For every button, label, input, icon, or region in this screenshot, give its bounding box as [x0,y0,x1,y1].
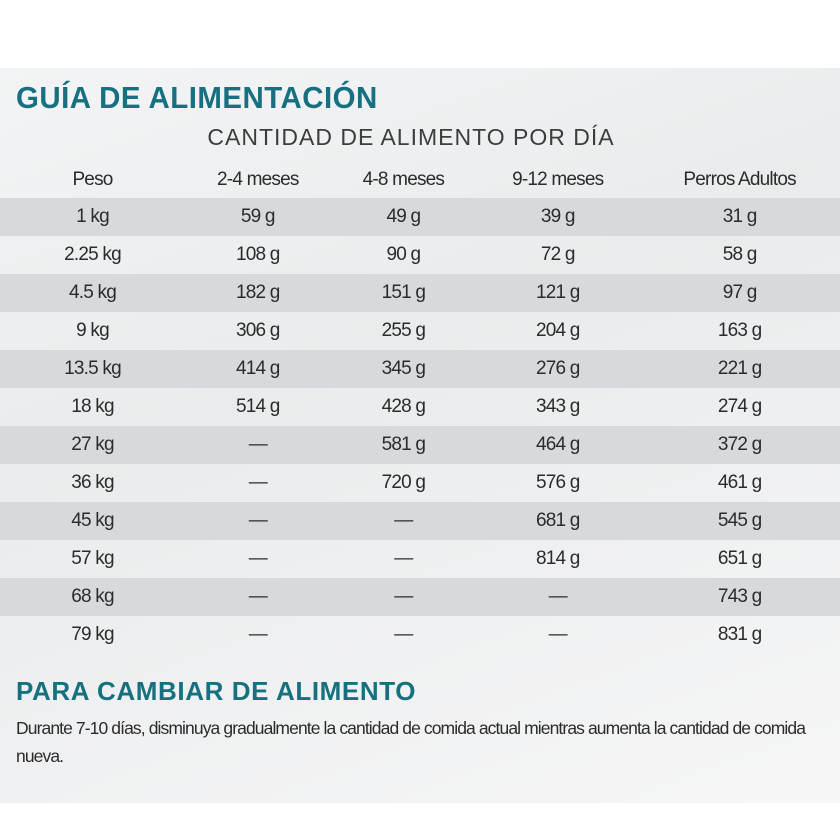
table-row: 45 kg — —681 g 545 g [0,502,840,540]
table-cell: 58 g [722,244,758,265]
table-cell: 9 kg [76,320,110,341]
table-row: 1 kg 59 g 49 g 39 g 31 g [0,198,840,236]
table-row: 18 kg 514 g 428 g 343 g 274 g [0,388,840,426]
table-cell: 576 g [535,472,580,493]
table-cell: 79 kg [71,624,114,645]
table-row: 68 kg — — —743 g [0,578,840,616]
table-cell: 72 g [540,244,576,265]
table-cell: — [185,426,331,464]
table-cell: 163 g [717,320,762,341]
table-cell: 90 g [386,244,422,265]
column-header: 2-4 meses [217,169,299,190]
column-header: 9-12 meses [512,169,604,190]
table-cell: 45 kg [0,502,185,540]
table-cell: 36 kg [71,472,114,493]
table-cell: 27 kg [0,426,185,464]
section-title: PARA CAMBIAR DE ALIMENTO [16,676,417,706]
table-cell: 121 g [476,274,640,312]
table-row: 27 kg —581 g 464 g 372 g [0,426,840,464]
table-cell: 31 g [639,198,840,236]
table-cell: 68 kg [0,578,185,616]
table-cell: — [330,578,477,616]
table-row: 57 kg — — 814 g 651 g [0,540,840,578]
table-cell: 13.5 kg [0,350,185,388]
table-row: 2.25 kg 108 g 90 g 72 g 58 g [0,236,840,274]
table-cell: 221 g [639,350,840,388]
table-cell: — [394,624,413,645]
table-cell: 1 kg [0,198,185,236]
column-header: Perros Adultos [683,169,796,190]
table-cell: 581 g [330,426,477,464]
table-cell: 2.25 kg [64,244,122,265]
table-cell: 464 g [476,426,640,464]
table-cell: 18 kg [71,396,114,417]
table-cell: 343 g [535,396,580,417]
table-cell: 514 g [236,396,280,417]
table-header-row: Peso 2-4 meses 4-8 meses 9-12 meses Perros A… [0,162,840,198]
column-header: 4-8 meses [362,169,445,190]
table-cell: 204 g [535,320,580,341]
table-row: 4.5 kg 182 g 151 g 121 g 97 g [0,274,840,312]
table-cell: 49 g [330,198,477,236]
table-cell: — [248,472,268,493]
table-cell: 545 g [639,502,840,540]
table-cell: 814 g [535,548,580,569]
table-cell: 651 g [717,548,762,569]
table-cell: — [185,502,331,540]
table-row: 9 kg 306 g 255 g 204 g 163 g [0,312,840,350]
table-cell: 720 g [381,472,426,493]
table-cell: 306 g [236,320,280,341]
table-cell: 831 g [717,624,762,645]
table-cell: — [248,548,268,569]
table-cell: 274 g [717,396,762,417]
table-cell: — [248,624,268,645]
feeding-table: Peso 2-4 meses 4-8 meses 9-12 meses Perros A… [0,162,840,654]
table-cell: 414 g [185,350,331,388]
table-cell: 428 g [381,396,426,417]
table-subtitle: CANTIDAD DE ALIMENTO POR DÍA [207,124,615,150]
table-cell: — [548,624,568,645]
table-cell: 151 g [330,274,477,312]
table-cell: 461 g [717,472,762,493]
page-title: GUÍA DE ALIMENTACIÓN [16,80,378,115]
table-cell: 59 g [185,198,331,236]
table-cell: — [394,548,413,569]
table-cell: 681 g [476,502,640,540]
column-header: Peso [72,169,113,190]
table-cell: 255 g [381,320,426,341]
table-cell: 39 g [476,198,640,236]
table-cell: 182 g [185,274,331,312]
table-cell: — [185,578,331,616]
table-cell: 276 g [476,350,640,388]
table-row: 13.5 kg 414 g 345 g 276 g 221 g [0,350,840,388]
table-cell: 372 g [639,426,840,464]
table-cell: — [476,578,640,616]
table-cell: 108 g [236,244,280,265]
table-cell: 57 kg [71,548,114,569]
table-cell: — [330,502,477,540]
table-cell: 345 g [330,350,477,388]
table-row: 36 kg — 720 g 576 g 461 g [0,464,840,502]
section-body: Durante 7-10 días, disminuya gradualment… [16,718,806,766]
table-cell: 743 g [639,578,840,616]
table-cell: 4.5 kg [0,274,185,312]
table-cell: 97 g [639,274,840,312]
table-row: 79 kg — — — 831 g [0,616,840,654]
